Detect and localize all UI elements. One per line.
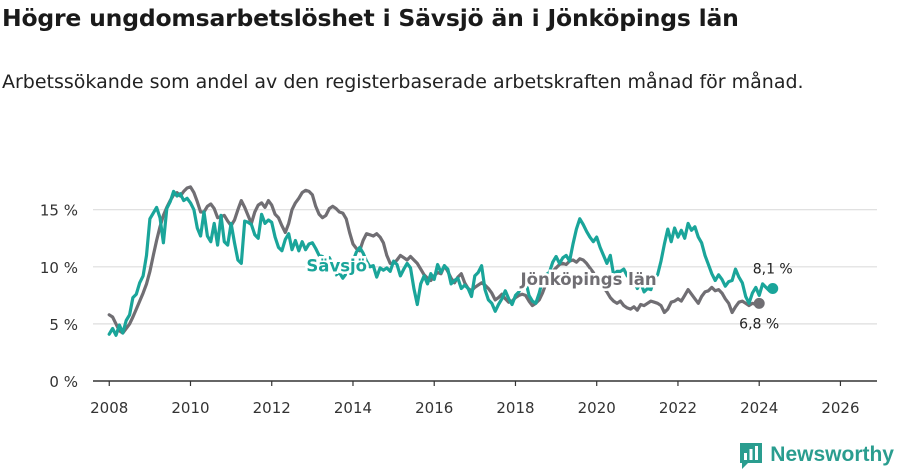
y-tick-label: 5 % bbox=[49, 316, 78, 334]
x-tick-label: 2026 bbox=[821, 399, 859, 417]
x-tick-label: 2012 bbox=[253, 399, 291, 417]
x-tick-label: 2022 bbox=[659, 399, 697, 417]
y-axis-ticks: 0 % 5 % 10 % 15 % bbox=[40, 202, 78, 391]
end-label-jonkoping: 6,8 % bbox=[739, 316, 779, 332]
x-tick-label: 2008 bbox=[90, 399, 128, 417]
newsworthy-logo: Newsworthy bbox=[738, 440, 894, 470]
x-tick-label: 2018 bbox=[496, 399, 534, 417]
end-point-savsjo bbox=[767, 283, 779, 294]
gridlines bbox=[93, 209, 877, 325]
brand-name: Newsworthy bbox=[770, 443, 894, 466]
series-label-jonkoping: Jönköpings län bbox=[519, 270, 656, 289]
series-labels: 8,1 % 6,8 % Sävsjö Jönköpings län bbox=[304, 254, 793, 332]
end-point-jonkoping bbox=[753, 297, 765, 309]
end-label-savsjo: 8,1 % bbox=[753, 262, 793, 278]
y-tick-label: 0 % bbox=[49, 373, 78, 391]
y-tick-label: 15 % bbox=[40, 202, 78, 220]
x-axis: 2008 2010 2012 2014 2016 2018 2020 2022 2024 2026 bbox=[90, 380, 877, 417]
newsworthy-bars-icon bbox=[740, 443, 763, 469]
y-tick-label: 10 % bbox=[40, 259, 78, 277]
series-lines bbox=[107, 185, 779, 337]
x-tick-label: 2024 bbox=[740, 399, 778, 417]
x-tick-label: 2014 bbox=[334, 399, 372, 417]
series-label-savsjo: Sävsjö bbox=[306, 256, 367, 275]
chart-title: Högre ungdomsarbetslöshet i Sävsjö än i … bbox=[2, 4, 739, 32]
series-line-savsjo bbox=[107, 189, 775, 337]
x-tick-label: 2020 bbox=[578, 399, 616, 417]
x-tick-label: 2016 bbox=[415, 399, 453, 417]
x-tick-label: 2010 bbox=[171, 399, 209, 417]
chart-subtitle: Arbetssökande som andel av den registerb… bbox=[2, 71, 804, 93]
